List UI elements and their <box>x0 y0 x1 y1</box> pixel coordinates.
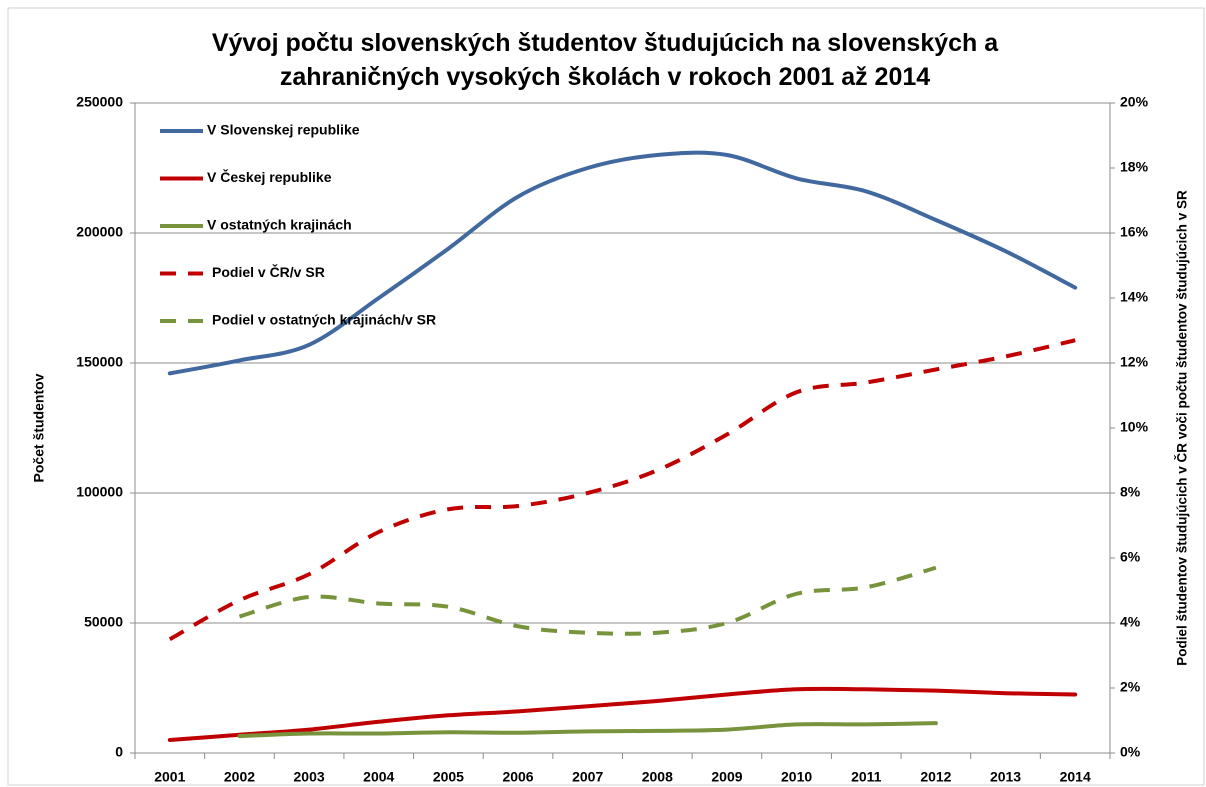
y-tick-label: 150000 <box>76 354 123 370</box>
y-tick-label: 100000 <box>76 484 123 500</box>
x-tick-label: 2009 <box>711 769 742 785</box>
y-tick-label: 200000 <box>76 224 123 240</box>
x-tick-label: 2006 <box>502 769 533 785</box>
x-tick-label: 2005 <box>433 769 464 785</box>
y2-tick-label: 4% <box>1120 614 1141 630</box>
y-tick-label: 0 <box>115 744 123 760</box>
chart-border <box>7 7 1205 786</box>
x-tick-label: 2012 <box>920 769 951 785</box>
y2-tick-label: 10% <box>1120 419 1149 435</box>
x-tick-label: 2008 <box>642 769 673 785</box>
x-tick-label: 2007 <box>572 769 603 785</box>
series-line <box>168 338 1076 641</box>
y2-tick-label: 2% <box>1120 679 1141 695</box>
legend-label: Podiel v ČR/v SR <box>212 263 325 280</box>
x-tick-label: 2014 <box>1060 769 1091 785</box>
y2-tick-label: 14% <box>1120 289 1149 305</box>
y2-tick-label: 20% <box>1120 94 1149 110</box>
legend-label: V Slovenskej republike <box>207 122 360 138</box>
series-line <box>167 150 1078 376</box>
x-tick-label: 2013 <box>990 769 1021 785</box>
x-tick-label: 2002 <box>224 769 255 785</box>
y-tick-label: 50000 <box>84 614 123 630</box>
x-tick-label: 2004 <box>363 769 394 785</box>
y-axis-label: Počet študentov <box>31 373 47 482</box>
y2-tick-label: 16% <box>1120 224 1149 240</box>
y-tick-label: 250000 <box>76 94 123 110</box>
legend-label: Podiel v ostatných krajinách/v SR <box>212 312 436 328</box>
series-line <box>238 565 937 636</box>
x-tick-label: 2003 <box>294 769 325 785</box>
y2-tick-label: 6% <box>1120 549 1141 565</box>
chart-title: Vývoj počtu slovenských študentov študuj… <box>211 29 999 91</box>
legend-label: V Českej republike <box>207 168 332 185</box>
x-tick-label: 2001 <box>154 769 185 785</box>
x-tick-label: 2011 <box>851 769 882 785</box>
series-line <box>237 721 938 739</box>
series-line <box>167 686 1078 742</box>
x-tick-label: 2010 <box>781 769 812 785</box>
y2-tick-label: 8% <box>1120 484 1141 500</box>
y2-tick-label: 12% <box>1120 354 1149 370</box>
legend-label: V ostatných krajinách <box>207 217 352 233</box>
y2-tick-label: 0% <box>1120 744 1141 760</box>
y2-axis-label: Podiel študentov študujúcich v ČR voči p… <box>1175 190 1190 666</box>
y2-tick-label: 18% <box>1120 159 1149 175</box>
